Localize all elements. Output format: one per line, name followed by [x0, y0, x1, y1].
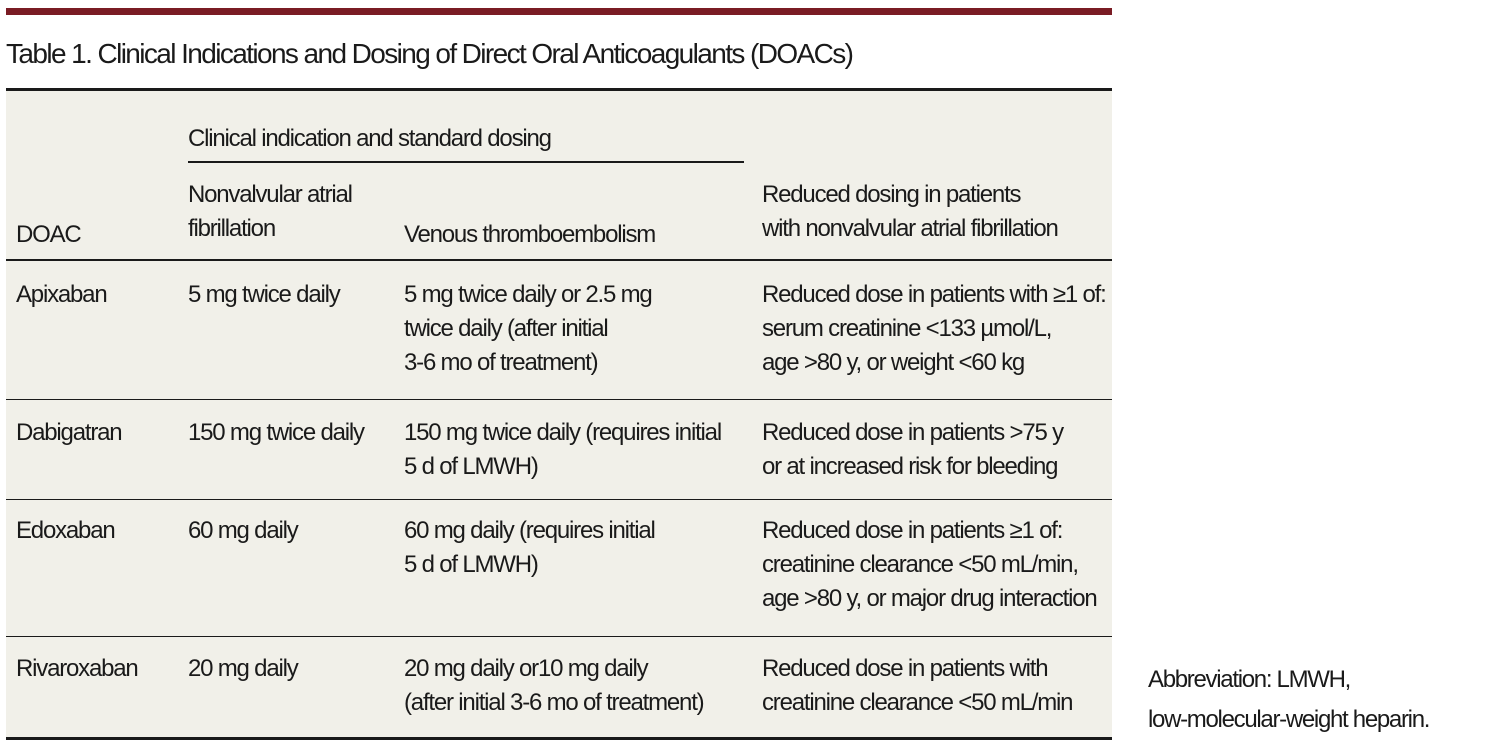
row-apixaban-vte: 5 mg twice daily or 2.5 mg twice daily (…	[404, 281, 653, 376]
group-header-rule	[188, 161, 744, 163]
row-rivaroxaban-af: 20 mg daily	[188, 655, 299, 682]
column-header-atrial-fibrillation: Nonvalvular atrial fibrillation	[188, 181, 353, 242]
table-title: Table 1. Clinical Indications and Dosing…	[6, 38, 854, 69]
row-apixaban-reduced: Reduced dose in patients with ≥1 of: ser…	[762, 281, 1107, 376]
row-dabigatran-reduced: Reduced dose in patients >75 y or at inc…	[762, 419, 1064, 480]
accent-rule	[6, 8, 1112, 15]
group-header: Clinical indication and standard dosing	[188, 125, 552, 152]
row-edoxaban-reduced: Reduced dose in patients ≥1 of: creatini…	[762, 517, 1098, 612]
column-header-doac: DOAC	[16, 221, 82, 248]
row-edoxaban-doac: Edoxaban	[16, 517, 116, 544]
table-footnote: Abbreviation: LMWH, low-molecular-weight…	[1148, 660, 1488, 740]
footnote-line-2: low-molecular-weight heparin.	[1148, 706, 1430, 733]
dosing-table: Clinical indication and standard dosing …	[6, 91, 1112, 739]
row-dabigatran-doac: Dabigatran	[16, 419, 123, 446]
row-divider	[6, 399, 1112, 400]
bottom-rule	[6, 737, 1112, 740]
row-dabigatran-vte: 150 mg twice daily (requires initial 5 d…	[404, 419, 722, 480]
row-apixaban-doac: Apixaban	[16, 281, 108, 308]
footnote-line-1: Abbreviation: LMWH,	[1148, 666, 1351, 693]
row-edoxaban-af: 60 mg daily	[188, 517, 299, 544]
row-divider	[6, 499, 1112, 500]
column-header-venous-thromboembolism: Venous thromboembolism	[404, 221, 656, 248]
header-rule	[6, 259, 1112, 261]
row-edoxaban-vte: 60 mg daily (requires initial 5 d of LMW…	[404, 517, 656, 578]
row-apixaban-af: 5 mg twice daily	[188, 281, 341, 308]
row-divider	[6, 636, 1112, 637]
row-rivaroxaban-doac: Rivaroxaban	[16, 655, 139, 682]
title-rule	[6, 88, 1112, 91]
row-rivaroxaban-reduced: Reduced dose in patients with creatinine…	[762, 655, 1074, 716]
column-header-reduced-dosing: Reduced dosing in patients with nonvalvu…	[762, 181, 1059, 242]
row-rivaroxaban-vte: 20 mg daily or10 mg daily (after initial…	[404, 655, 705, 716]
row-dabigatran-af: 150 mg twice daily	[188, 419, 365, 446]
